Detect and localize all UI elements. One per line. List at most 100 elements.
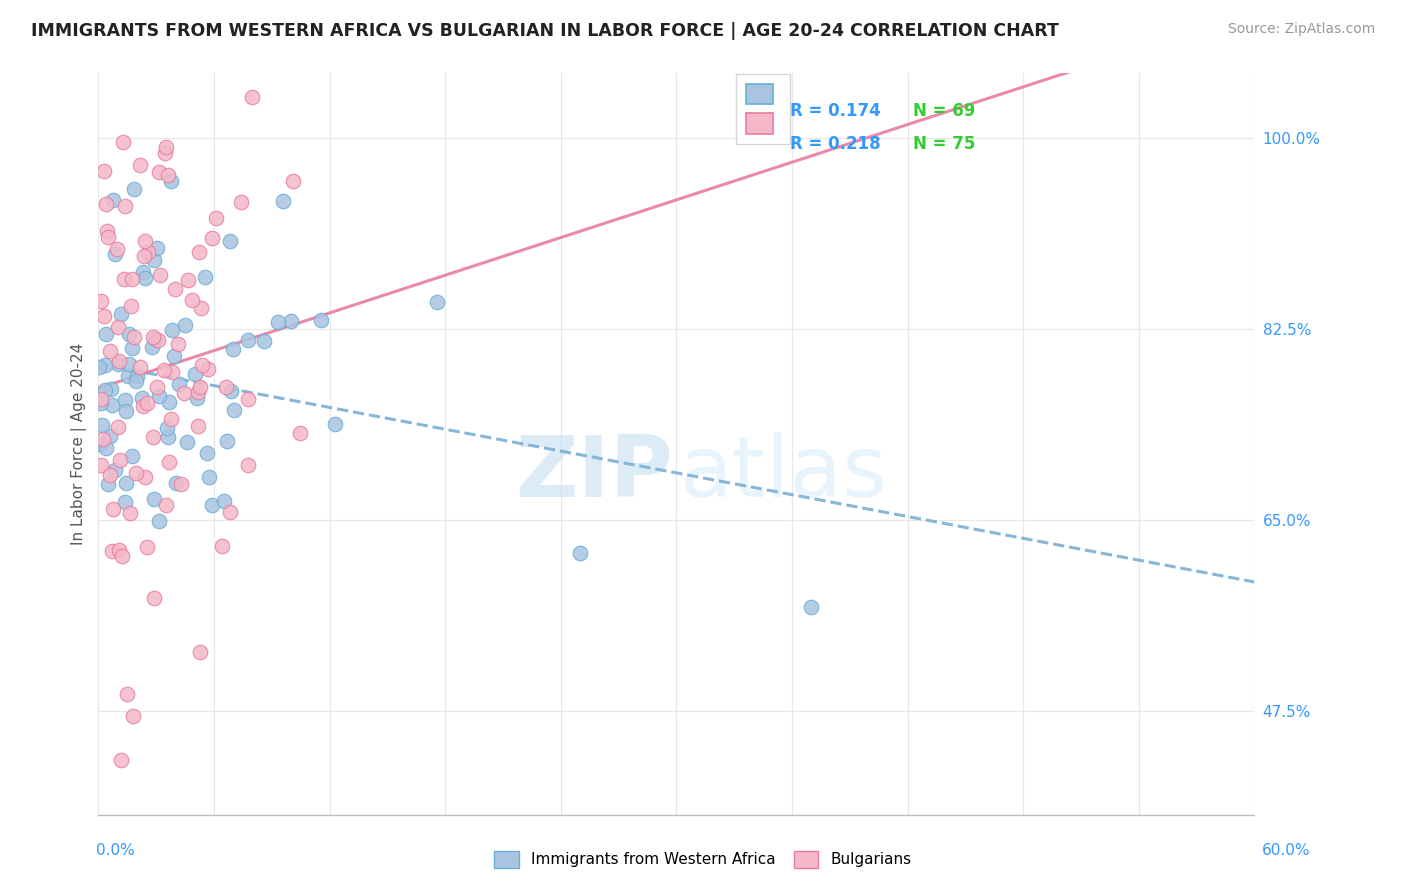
Point [157,168,180,182]
Point [114,392,136,407]
Point [146,334,169,348]
Point [143,591,166,606]
Point [159,412,181,426]
Point [153,146,176,161]
Point [121,449,143,463]
Point [218,505,240,519]
Point [94,326,117,341]
Point [117,369,139,384]
Point [197,469,219,483]
Point [173,318,195,333]
Point [122,330,145,344]
Point [112,272,135,286]
Text: R = 0.218: R = 0.218 [790,135,880,153]
Point [201,498,224,512]
Point [97,477,120,491]
Text: ZIP: ZIP [515,432,673,515]
Point [148,514,170,528]
Point [129,158,152,172]
Point [149,268,172,282]
Legend: Immigrants from Western Africa, Bulgarians: Immigrants from Western Africa, Bulgaria… [488,845,918,873]
Text: R = 0.174: R = 0.174 [790,102,880,120]
Y-axis label: In Labor Force | Age 20-24: In Labor Force | Age 20-24 [72,343,87,545]
Point [173,385,195,400]
Point [155,498,177,512]
Point [201,231,224,245]
Point [186,392,208,406]
Point [101,398,124,412]
Point [177,273,200,287]
Point [96,224,118,238]
Point [120,299,142,313]
Point [101,194,124,208]
Point [229,194,252,209]
Point [121,271,143,285]
Point [191,358,214,372]
Point [267,315,290,329]
Point [142,253,165,268]
Point [104,463,127,477]
Point [136,244,159,259]
Point [142,491,165,506]
Point [118,358,141,372]
Point [91,418,114,433]
Point [91,432,114,446]
Point [89,437,111,451]
Text: N = 69: N = 69 [914,102,976,120]
Point [157,395,180,409]
Point [309,313,332,327]
Point [181,293,204,308]
Point [110,307,132,321]
Point [110,753,132,767]
Text: IMMIGRANTS FROM WESTERN AFRICA VS BULGARIAN IN LABOR FORCE | AGE 20-24 CORRELATI: IMMIGRANTS FROM WESTERN AFRICA VS BULGAR… [31,22,1059,40]
Point [125,466,148,480]
Point [146,241,169,255]
Point [238,333,260,347]
Text: 0.0%: 0.0% [96,843,135,857]
Point [131,391,153,405]
Point [111,549,134,563]
Point [90,294,112,309]
Point [98,468,121,483]
Point [142,330,165,344]
Point [156,421,179,435]
Point [132,249,155,263]
Point [98,343,121,358]
Point [90,396,112,410]
Point [323,417,346,432]
Point [104,246,127,260]
Point [125,374,148,388]
Point [100,382,122,396]
Point [187,419,209,434]
Point [94,359,117,373]
Text: 60.0%: 60.0% [1263,843,1310,857]
Point [108,543,131,558]
Point [115,687,138,701]
Point [169,377,191,392]
Point [132,265,155,279]
Point [90,392,112,407]
Point [186,385,208,400]
Point [163,349,186,363]
Point [115,403,138,417]
Point [283,174,305,188]
Point [253,334,276,349]
Point [136,540,159,554]
Point [93,383,115,397]
Point [157,430,180,444]
Point [114,495,136,509]
Legend: , : , [737,74,790,144]
Point [426,294,449,309]
Point [125,369,148,384]
Point [112,135,135,149]
Point [121,342,143,356]
Point [197,362,219,376]
Point [184,367,207,381]
Point [128,360,150,375]
Point [100,544,122,558]
Point [271,194,294,209]
Point [152,363,174,377]
Point [94,197,117,211]
Point [148,165,170,179]
Point [101,501,124,516]
